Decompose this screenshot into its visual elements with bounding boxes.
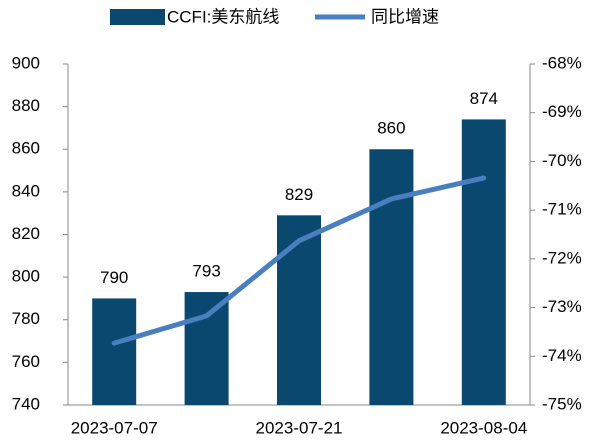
y-tick-label: 780	[12, 309, 40, 328]
y2-tick-label: -68%	[542, 53, 582, 72]
x-tick-label: 2023-08-04	[440, 418, 527, 437]
data-label: 790	[100, 268, 128, 287]
bar	[369, 149, 414, 405]
y-tick-label: 840	[12, 181, 40, 200]
y2-tick-label: -69%	[542, 102, 582, 121]
legend-swatch	[110, 9, 165, 25]
legend-label: CCFI:美东航线	[167, 7, 279, 26]
bar	[461, 119, 506, 405]
line	[111, 175, 487, 346]
y2-tick-label: -71%	[542, 200, 582, 219]
y-tick-label: 820	[12, 224, 40, 243]
data-label: 829	[285, 185, 313, 204]
data-label: 860	[377, 119, 405, 138]
y-tick-label: 860	[12, 139, 40, 158]
bar	[92, 298, 137, 405]
y2-tick-label: -74%	[542, 346, 582, 365]
bar	[277, 215, 321, 405]
x-tick-label: 2023-07-21	[256, 418, 343, 437]
y-tick-label: 900	[12, 53, 40, 72]
y2-tick-label: -70%	[542, 151, 582, 170]
y2-tick-label: -72%	[542, 248, 582, 267]
y2-tick-label: -75%	[542, 394, 582, 413]
y-tick-label: 880	[12, 96, 40, 115]
bar	[184, 292, 229, 405]
y-tick-label: 760	[12, 352, 40, 371]
data-label: 874	[470, 89, 498, 108]
data-label: 793	[192, 262, 220, 281]
y-tick-label: 800	[12, 267, 40, 286]
y-tick-label: 740	[12, 394, 40, 413]
legend-label: 同比增速	[371, 7, 439, 26]
y2-tick-label: -73%	[542, 297, 582, 316]
x-tick-label: 2023-07-07	[71, 418, 158, 437]
